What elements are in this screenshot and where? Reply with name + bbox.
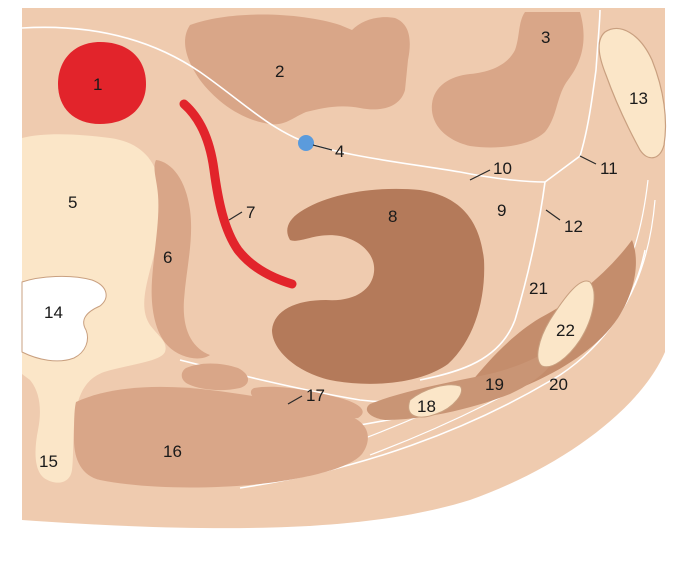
label-19: 19 <box>485 375 504 394</box>
label-1: 1 <box>93 75 102 94</box>
structure-8 <box>272 188 485 384</box>
structure-7-vessel <box>179 99 297 289</box>
label-8: 8 <box>388 207 397 226</box>
leader-11 <box>579 155 597 165</box>
leader-17 <box>287 395 303 405</box>
label-7: 7 <box>246 203 255 222</box>
structure-2 <box>185 14 410 125</box>
fascia-left-vertical <box>419 181 546 381</box>
leader-12 <box>545 209 561 221</box>
label-10: 10 <box>493 159 512 178</box>
label-9: 9 <box>497 201 506 220</box>
label-3: 3 <box>541 28 550 47</box>
label-6: 6 <box>163 248 172 267</box>
structure-17b <box>250 386 363 419</box>
leader-4 <box>312 144 333 151</box>
structure-4-vessel <box>298 135 314 151</box>
structure-18-bone <box>408 384 462 418</box>
label-13: 13 <box>629 89 648 108</box>
label-11: 11 <box>600 159 618 178</box>
leader-7 <box>228 211 243 221</box>
structure-13-bone <box>598 27 667 159</box>
label-17: 17 <box>306 386 325 405</box>
fascia-upper <box>21 26 546 183</box>
label-2: 2 <box>275 62 284 81</box>
leader-10 <box>469 169 491 181</box>
structure-6 <box>151 160 210 359</box>
label-14: 14 <box>44 303 63 322</box>
structure-22-bone <box>537 280 595 368</box>
structure-1-artery <box>58 42 146 124</box>
label-22: 22 <box>556 321 575 340</box>
label-18: 18 <box>417 397 436 416</box>
label-4: 4 <box>335 142 344 161</box>
structure-17a <box>181 363 249 391</box>
fascia-right-vertical <box>544 9 601 183</box>
label-16: 16 <box>163 442 182 461</box>
structure-20 <box>460 240 636 398</box>
skin-outer-band <box>21 364 670 541</box>
label-20: 20 <box>549 375 568 394</box>
label-5: 5 <box>68 193 77 212</box>
label-15: 15 <box>39 452 58 471</box>
structure-16 <box>74 386 368 488</box>
structure-14-cavity <box>21 275 107 362</box>
label-12: 12 <box>564 217 583 236</box>
structure-3 <box>431 12 584 148</box>
label-21: 21 <box>529 279 548 298</box>
